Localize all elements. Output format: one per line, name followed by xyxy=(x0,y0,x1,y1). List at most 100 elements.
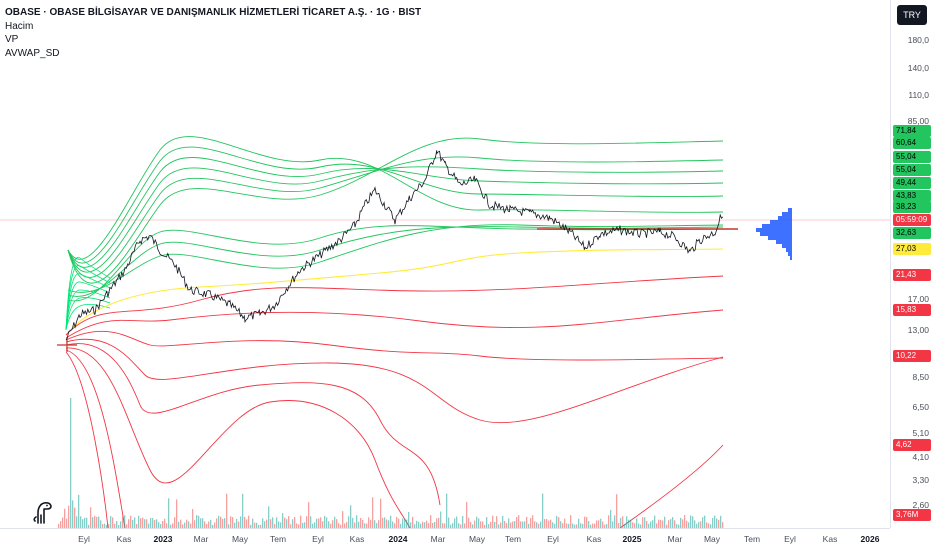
volume-bar xyxy=(274,524,276,528)
volume-bar xyxy=(598,520,600,528)
volume-bar xyxy=(292,519,294,528)
price-series xyxy=(65,150,724,341)
volume-bar xyxy=(60,521,62,528)
volume-bar xyxy=(356,515,358,528)
time-axis[interactable]: Eyl Kas 2023 Mar May Tem Eyl Kas 2024 Mar May Tem Ey… xyxy=(0,528,890,551)
volume-bar xyxy=(158,522,160,528)
volume-bar xyxy=(438,517,440,528)
volume-bar xyxy=(174,517,176,528)
volume-bar xyxy=(348,516,350,528)
indicator-avwap[interactable]: AVWAP_SD xyxy=(5,47,60,59)
volume-bar xyxy=(568,523,570,528)
volume-bar xyxy=(430,515,432,528)
volume-bar xyxy=(524,521,526,528)
price-badge: 38,23 xyxy=(893,201,931,213)
volume-bar xyxy=(614,515,616,528)
volume-bar xyxy=(612,521,614,528)
volume-bar xyxy=(254,522,256,528)
volume-bar xyxy=(204,521,206,528)
volume-bar xyxy=(152,518,154,528)
volume-bar xyxy=(548,520,550,528)
price-badge: 49,44 xyxy=(893,177,931,189)
volume-bar xyxy=(710,524,712,528)
volume-bar xyxy=(396,517,398,528)
volume-bar xyxy=(382,517,384,528)
volume-bar xyxy=(686,520,688,528)
volume-bar xyxy=(526,516,528,528)
price-badge: 05:59:09 xyxy=(893,214,931,226)
symbol-title[interactable]: OBASE · OBASE BİLGİSAYAR VE DANIŞMANLIK … xyxy=(5,7,422,18)
volume-bar xyxy=(554,523,556,528)
price-badge: 27,03 xyxy=(893,243,931,255)
volume-bar xyxy=(230,516,232,528)
volume-bar xyxy=(286,519,288,528)
volume-bar xyxy=(506,523,508,528)
volume-bar xyxy=(186,519,188,528)
volume-bar xyxy=(202,518,204,528)
lower-band-line xyxy=(619,444,724,529)
price-badge: 10,22 xyxy=(893,350,931,362)
upper-band-line xyxy=(65,297,111,331)
indicator-vp[interactable]: VP xyxy=(5,34,19,45)
volume-bar xyxy=(584,516,586,528)
volume-bar xyxy=(692,516,694,528)
chart-area[interactable] xyxy=(0,0,890,529)
price-badge: 21,43 xyxy=(893,269,931,281)
volume-profile-bar xyxy=(786,248,792,252)
volume-bar xyxy=(660,520,662,528)
volume-bar xyxy=(250,524,252,528)
volume-bar xyxy=(130,515,132,528)
volume-bar xyxy=(122,516,124,528)
price-chart[interactable] xyxy=(0,0,890,529)
volume-bar xyxy=(228,524,230,528)
volume-bar xyxy=(334,516,336,528)
volume-bar xyxy=(414,524,416,528)
time-tick-label: 2024 xyxy=(388,534,408,544)
price-tick-label: 2,60 xyxy=(912,500,929,510)
volume-bar xyxy=(618,523,620,528)
volume-bar xyxy=(70,398,72,528)
upper-band-line xyxy=(65,289,111,331)
volume-bar xyxy=(222,518,224,528)
volume-bar xyxy=(560,521,562,528)
volume-bar xyxy=(594,523,596,528)
time-tick-label: 2025 xyxy=(622,534,642,544)
price-badge: 15,83 xyxy=(893,304,931,316)
volume-bar xyxy=(102,524,104,528)
volume-bar xyxy=(652,520,654,528)
volume-bar xyxy=(426,520,428,528)
price-axis[interactable]: 180,0 140,0 110,0 85,00 17,00 13,00 8,50 6,50 5,… xyxy=(890,0,932,528)
volume-bar xyxy=(296,523,298,528)
volume-bar xyxy=(142,517,144,528)
price-badge: 32,63 xyxy=(893,227,931,239)
indicator-volume[interactable]: Hacim xyxy=(5,20,34,32)
volume-bar xyxy=(588,521,590,528)
volume-bar xyxy=(306,516,308,528)
volume-bar xyxy=(96,517,98,528)
volume-bar xyxy=(58,523,60,528)
volume-bar xyxy=(376,523,378,528)
volume-bar xyxy=(324,515,326,528)
volume-bar xyxy=(166,523,168,528)
volume-bar xyxy=(308,502,310,528)
volume-bar xyxy=(248,515,250,528)
volume-bar xyxy=(330,523,332,528)
tradingview-dino-icon[interactable] xyxy=(30,497,56,525)
volume-bar xyxy=(180,519,182,528)
volume-bar xyxy=(656,523,658,528)
price-tick-label: 17,00 xyxy=(907,294,929,304)
volume-bar xyxy=(722,522,724,528)
volume-bar xyxy=(400,523,402,528)
upper-band-line xyxy=(67,146,724,264)
volume-bar xyxy=(488,524,490,528)
currency-button[interactable]: TRY xyxy=(897,5,927,25)
volume-bar xyxy=(718,519,720,528)
volume-bar xyxy=(472,524,474,528)
volume-bar xyxy=(384,517,386,528)
volume-bar xyxy=(298,524,300,528)
volume-bar xyxy=(290,524,292,528)
volume-bar xyxy=(622,516,624,528)
volume-bar xyxy=(374,520,376,528)
volume-bar xyxy=(242,493,244,528)
volume-bar xyxy=(486,517,488,528)
